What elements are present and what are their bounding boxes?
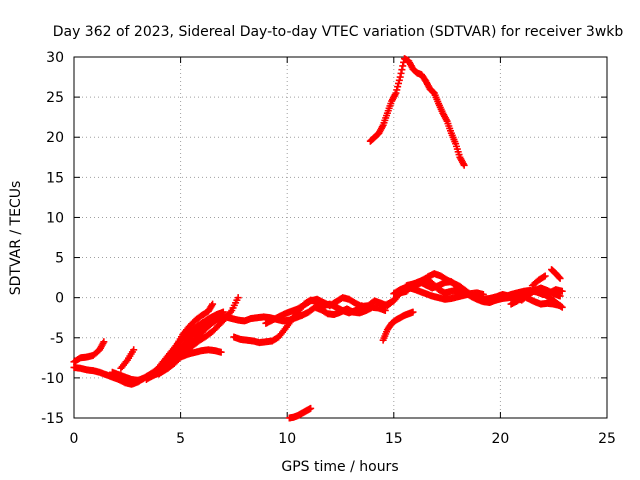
y-tick-label: 15: [46, 170, 64, 186]
y-tick-label: -10: [41, 371, 64, 387]
grid: [74, 57, 607, 418]
data-point: [217, 348, 225, 356]
x-axis-label: GPS time / hours: [281, 459, 398, 475]
series-track-l: [507, 286, 566, 311]
data-point: [398, 66, 406, 74]
data-point: [395, 76, 403, 84]
data-point: [479, 290, 487, 298]
data-point: [396, 73, 404, 81]
data-points: [70, 55, 566, 422]
data-point: [557, 302, 565, 310]
x-tick-label: 25: [598, 431, 616, 447]
plot-frame: [73, 56, 608, 419]
series-track-n: [548, 266, 564, 282]
data-point: [460, 161, 468, 169]
x-tick-label: 20: [491, 431, 509, 447]
data-point: [394, 79, 402, 87]
series-track-q: [366, 55, 468, 169]
data-point: [558, 303, 566, 311]
data-point: [556, 274, 564, 282]
y-tick-labels: -15 -10 -5 0 5 10 15 20 25 30: [41, 50, 64, 427]
y-tick-label: 0: [55, 291, 64, 307]
data-point: [208, 302, 216, 310]
y-tick-label: -15: [41, 411, 64, 427]
series-track-p: [285, 404, 315, 422]
data-point: [397, 69, 405, 77]
y-tick-label: 25: [46, 90, 64, 106]
y-tick-label: 30: [46, 50, 64, 66]
y-tick-label: 10: [46, 210, 64, 226]
y-tick-label: 5: [55, 251, 64, 267]
y-tick-label: 20: [46, 130, 64, 146]
chart-title: Day 362 of 2023, Sidereal Day-to-day VTE…: [53, 24, 624, 40]
data-point: [209, 300, 217, 308]
data-point: [100, 338, 108, 346]
series-track-m: [528, 272, 549, 290]
axis-ticks: [73, 56, 608, 419]
data-point: [555, 273, 563, 281]
y-axis-label: SDTVAR / TECUs: [8, 181, 24, 296]
y-tick-label: -5: [50, 331, 64, 347]
x-tick-label: 5: [176, 431, 185, 447]
x-tick-label: 0: [70, 431, 79, 447]
x-tick-labels: 0 5 10 15 20 25: [70, 431, 616, 447]
data-point: [540, 273, 548, 281]
data-point: [307, 404, 315, 412]
data-point: [234, 294, 242, 302]
data-point: [409, 308, 417, 316]
data-point: [392, 89, 400, 97]
data-point: [399, 62, 407, 70]
series-track-f: [164, 294, 242, 372]
series-track-o: [379, 308, 417, 344]
data-point: [130, 346, 138, 354]
data-point: [541, 272, 549, 280]
data-point: [394, 83, 402, 91]
data-point: [393, 86, 401, 94]
series-track-k: [390, 283, 487, 303]
data-point: [558, 287, 566, 295]
x-tick-label: 15: [385, 431, 403, 447]
x-tick-label: 10: [278, 431, 296, 447]
series-track-b2: [117, 346, 138, 372]
series-track-a-rise: [70, 338, 108, 366]
